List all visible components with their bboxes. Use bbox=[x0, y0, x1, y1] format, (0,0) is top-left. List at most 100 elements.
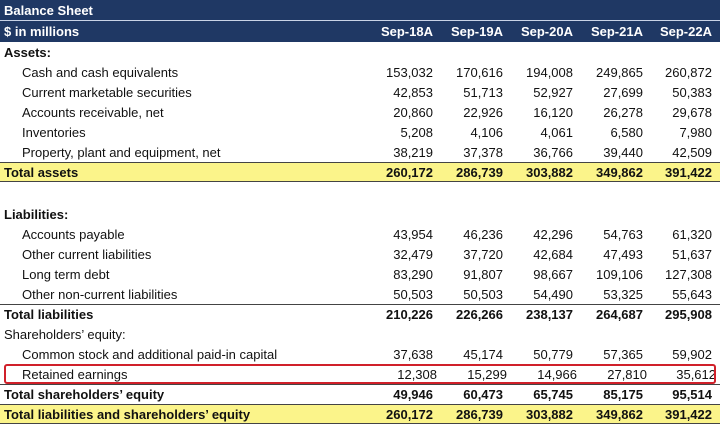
cell-value: 42,853 bbox=[393, 84, 433, 100]
cell-value: 260,872 bbox=[665, 64, 712, 80]
cell-value: 52,927 bbox=[533, 84, 573, 100]
cell-value: 15,299 bbox=[467, 366, 507, 382]
cell-value: 32,479 bbox=[393, 246, 433, 262]
cell-value: 109,106 bbox=[596, 266, 643, 282]
cell-value: 50,383 bbox=[672, 84, 712, 100]
cell-value: 260,172 bbox=[386, 406, 433, 422]
table-row: Cash and cash equivalents 153,032 170,616 1… bbox=[0, 62, 720, 82]
cell-value: 45,174 bbox=[463, 346, 503, 362]
cell-value: 210,226 bbox=[386, 307, 433, 322]
cell-value: 12,308 bbox=[397, 366, 437, 382]
retained-earnings-row-highlighted: Retained earnings 12,308 15,299 14,966 27,81… bbox=[4, 364, 716, 384]
row-label: Long term debt bbox=[22, 266, 110, 282]
cell-value: 37,638 bbox=[393, 346, 433, 362]
cell-value: 27,699 bbox=[603, 84, 643, 100]
table-title: Balance Sheet bbox=[4, 2, 93, 18]
row-label: Other current liabilities bbox=[22, 246, 152, 262]
table-row: Accounts payable 43,954 46,236 42,296 54,763… bbox=[0, 224, 720, 244]
cell-value: 46,236 bbox=[463, 226, 503, 242]
table-row: Property, plant and equipment, net 38,219… bbox=[0, 142, 720, 162]
cell-value: 36,766 bbox=[533, 144, 573, 160]
cell-value: 4,061 bbox=[540, 124, 573, 140]
cell-value: 60,473 bbox=[463, 387, 503, 402]
total-liabilities-equity-row: Total liabilities and shareholders’ equi… bbox=[0, 404, 720, 424]
cell-value: 50,503 bbox=[393, 286, 433, 302]
row-label: Cash and cash equivalents bbox=[22, 64, 179, 80]
cell-value: 55,643 bbox=[672, 286, 712, 302]
column-header: Sep-21A bbox=[590, 24, 643, 39]
cell-value: 42,296 bbox=[533, 226, 573, 242]
row-label: Inventories bbox=[22, 124, 86, 140]
cell-value: 50,779 bbox=[533, 346, 573, 362]
units-label: $ in millions bbox=[4, 24, 80, 39]
table-row: Other current liabilities 32,479 37,720 42,… bbox=[0, 244, 720, 264]
section-header-liabilities: Liabilities: bbox=[4, 206, 69, 222]
cell-value: 391,422 bbox=[665, 406, 712, 422]
cell-value: 37,378 bbox=[463, 144, 503, 160]
total-liabilities-row: Total liabilities 210,226 226,266 238,137 26… bbox=[0, 304, 720, 324]
cell-value: 286,739 bbox=[456, 406, 503, 422]
cell-value: 35,612 bbox=[676, 366, 716, 382]
cell-value: 29,678 bbox=[672, 104, 712, 120]
cell-value: 53,325 bbox=[603, 286, 643, 302]
column-header: Sep-22A bbox=[659, 24, 712, 39]
cell-value: 286,739 bbox=[456, 164, 503, 180]
cell-value: 295,908 bbox=[665, 307, 712, 322]
cell-value: 26,278 bbox=[603, 104, 643, 120]
cell-value: 249,865 bbox=[596, 64, 643, 80]
table-row: Other non-current liabilities 50,503 50,50… bbox=[0, 284, 720, 304]
row-label: Total shareholders’ equity bbox=[4, 387, 165, 402]
table-row: Current marketable securities 42,853 51,71… bbox=[0, 82, 720, 102]
column-header-row: $ in millions Sep-18A Sep-19A Sep-20A Se… bbox=[0, 21, 720, 42]
section-header-assets: Assets: bbox=[4, 44, 51, 60]
cell-value: 65,745 bbox=[533, 387, 573, 402]
cell-value: 91,807 bbox=[463, 266, 503, 282]
cell-value: 51,713 bbox=[463, 84, 503, 100]
cell-value: 303,882 bbox=[526, 406, 573, 422]
cell-value: 127,308 bbox=[665, 266, 712, 282]
row-label: Other non-current liabilities bbox=[22, 286, 178, 302]
cell-value: 5,208 bbox=[400, 124, 433, 140]
total-assets-row: Total assets 260,172 286,739 303,882 349,862… bbox=[0, 162, 720, 182]
cell-value: 391,422 bbox=[665, 164, 712, 180]
cell-value: 7,980 bbox=[679, 124, 712, 140]
cell-value: 42,684 bbox=[533, 246, 573, 262]
cell-value: 95,514 bbox=[672, 387, 712, 402]
cell-value: 49,946 bbox=[393, 387, 433, 402]
cell-value: 57,365 bbox=[603, 346, 643, 362]
cell-value: 37,720 bbox=[463, 246, 503, 262]
cell-value: 14,966 bbox=[537, 366, 577, 382]
total-equity-row: Total shareholders’ equity 49,946 60,473 65… bbox=[0, 384, 720, 404]
cell-value: 170,616 bbox=[456, 64, 503, 80]
row-label: Property, plant and equipment, net bbox=[22, 144, 221, 160]
row-label: Accounts payable bbox=[22, 226, 125, 242]
cell-value: 54,490 bbox=[533, 286, 573, 302]
cell-value: 27,810 bbox=[607, 366, 647, 382]
cell-value: 51,637 bbox=[672, 246, 712, 262]
cell-value: 83,290 bbox=[393, 266, 433, 282]
row-label: Total assets bbox=[4, 164, 79, 180]
common-stock-row: Common stock and additional paid-in capi… bbox=[0, 344, 720, 364]
column-header: Sep-20A bbox=[520, 24, 573, 39]
title-row: Balance Sheet bbox=[0, 0, 720, 21]
cell-value: 4,106 bbox=[470, 124, 503, 140]
section-header-equity: Shareholders’ equity: bbox=[4, 326, 126, 342]
row-label: Retained earnings bbox=[22, 366, 128, 382]
cell-value: 39,440 bbox=[603, 144, 643, 160]
table-row: Accounts receivable, net 20,860 22,926 16,1… bbox=[0, 102, 720, 122]
cell-value: 260,172 bbox=[386, 164, 433, 180]
row-label: Current marketable securities bbox=[22, 84, 192, 100]
cell-value: 303,882 bbox=[526, 164, 573, 180]
cell-value: 264,687 bbox=[596, 307, 643, 322]
cell-value: 61,320 bbox=[672, 226, 712, 242]
cell-value: 85,175 bbox=[603, 387, 643, 402]
cell-value: 238,137 bbox=[526, 307, 573, 322]
cell-value: 54,763 bbox=[603, 226, 643, 242]
row-label: Accounts receivable, net bbox=[22, 104, 164, 120]
cell-value: 22,926 bbox=[463, 104, 503, 120]
cell-value: 59,902 bbox=[672, 346, 712, 362]
cell-value: 50,503 bbox=[463, 286, 503, 302]
cell-value: 98,667 bbox=[533, 266, 573, 282]
cell-value: 20,860 bbox=[393, 104, 433, 120]
